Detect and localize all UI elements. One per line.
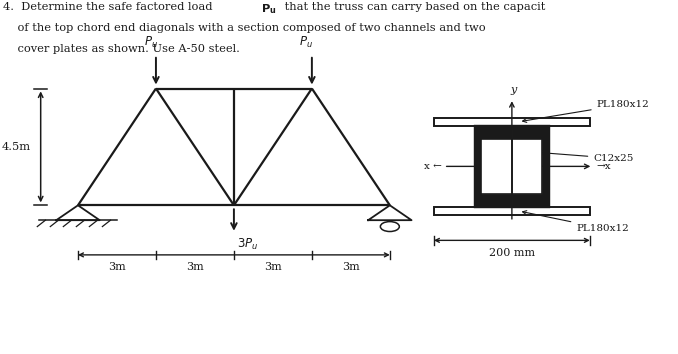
Bar	[512, 126, 549, 139]
Text: PL180x12: PL180x12	[523, 100, 650, 122]
Bar	[475, 126, 549, 207]
Bar	[542, 126, 549, 207]
Text: →x: →x	[597, 162, 612, 171]
Bar	[475, 126, 512, 139]
Text: 200 mm: 200 mm	[489, 248, 535, 258]
Bar	[481, 139, 512, 194]
Text: that the truss can carry based on the capacit: that the truss can carry based on the ca…	[281, 2, 546, 12]
Text: PL180x12: PL180x12	[523, 211, 629, 233]
Bar	[475, 126, 549, 207]
Text: 3m: 3m	[186, 262, 204, 272]
Text: $3P_u$: $3P_u$	[237, 237, 259, 252]
Text: 3m: 3m	[342, 262, 360, 272]
Text: cover plates as shown. Use A-50 steel.: cover plates as shown. Use A-50 steel.	[3, 44, 240, 54]
Bar	[475, 126, 481, 207]
Text: $P_u$: $P_u$	[300, 35, 313, 50]
Bar	[512, 139, 542, 194]
Text: of the top chord end diagonals with a section composed of two channels and two: of the top chord end diagonals with a se…	[3, 23, 486, 33]
Bar	[481, 139, 512, 194]
Bar	[512, 194, 549, 207]
Bar	[512, 139, 542, 194]
Text: 4.5m: 4.5m	[1, 142, 31, 152]
Bar	[475, 194, 512, 207]
Bar	[434, 118, 590, 126]
Text: 4.  Determine the safe factored load: 4. Determine the safe factored load	[3, 2, 216, 12]
Text: C12x25: C12x25	[538, 151, 634, 163]
Text: $P_u$: $P_u$	[144, 35, 157, 50]
Text: y: y	[511, 85, 517, 95]
Text: $\mathbf{P_u}$: $\mathbf{P_u}$	[261, 2, 277, 16]
Text: x ←: x ←	[424, 162, 441, 171]
Text: 3m: 3m	[264, 262, 282, 272]
Bar	[434, 207, 590, 215]
Text: 3m: 3m	[108, 262, 126, 272]
